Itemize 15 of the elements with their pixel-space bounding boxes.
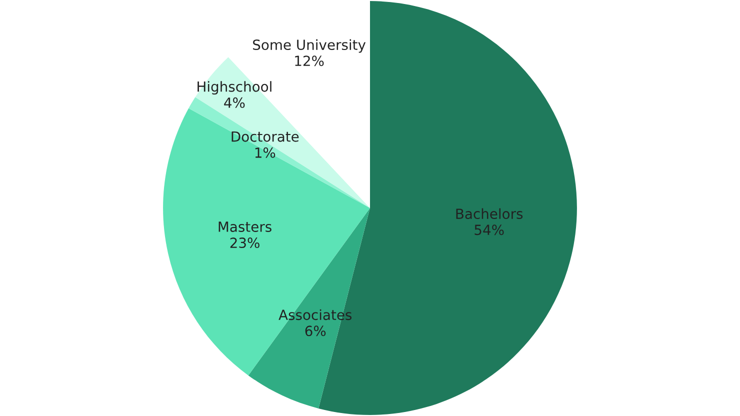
- slice-label: Highschool: [198, 81, 272, 95]
- data-label: 1%: [255, 147, 276, 158]
- pie-slice: [163, 108, 370, 376]
- slice-label: Bachelors: [456, 208, 523, 220]
- data-label: 12%: [295, 56, 324, 66]
- pie-slice: [195, 57, 370, 208]
- data-label: 6%: [305, 326, 326, 336]
- data-label: 54%: [474, 224, 504, 236]
- slice-label: Doctorate: [232, 132, 299, 142]
- slice-label: Masters: [218, 222, 272, 232]
- data-label: 23%: [230, 238, 260, 248]
- slice-label: Some University: [253, 39, 366, 53]
- slice-label: Associates: [278, 309, 352, 320]
- pie-slice: [188, 97, 370, 208]
- data-label: 4%: [224, 97, 245, 108]
